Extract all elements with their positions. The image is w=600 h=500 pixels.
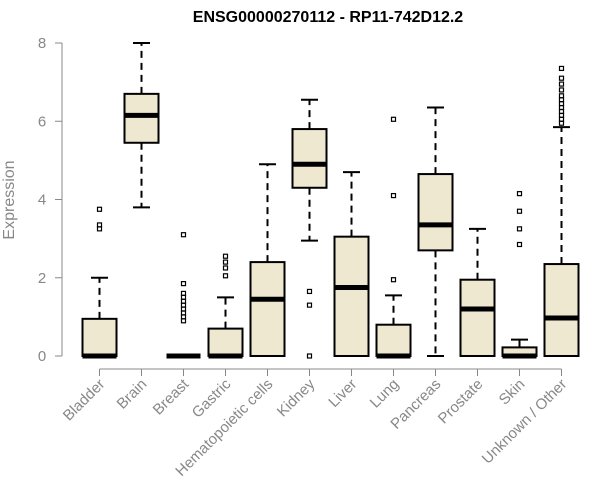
outlier-2-8: [180, 281, 187, 287]
box-rect-4: [249, 261, 286, 358]
box-6: [333, 171, 370, 357]
outlier-0-1: [96, 222, 103, 228]
outlier-10-3: [516, 191, 523, 197]
y-axis: 0 2 4 6 8: [38, 35, 63, 365]
x-tick-label-9: Prostate: [435, 376, 487, 428]
outlier-2-9: [180, 232, 187, 238]
box-rect-7: [375, 323, 412, 358]
outlier-11-9: [558, 81, 565, 87]
x-tick-label-6: Liver: [325, 376, 360, 411]
box-11: [543, 65, 580, 357]
outlier-0-2: [96, 206, 103, 212]
box-rect-8: [417, 173, 454, 252]
box-4: [249, 163, 286, 358]
x-tick-label-7: Lung: [367, 376, 403, 412]
outlier-10-1: [516, 226, 523, 232]
outlier-5-0: [306, 353, 313, 359]
box-7: [375, 116, 412, 359]
x-tick-label-1: Brain: [114, 376, 151, 413]
outlier-2-7: [180, 290, 187, 296]
box-2: [166, 232, 201, 359]
x-tick-label-2: Breast: [150, 375, 193, 418]
outlier-11-11: [558, 65, 565, 72]
y-tick-label-2: 4: [38, 192, 46, 209]
box-1: [123, 42, 160, 209]
box-rect-0: [81, 317, 118, 357]
box-8: [417, 106, 454, 357]
box-rect-5: [291, 128, 328, 189]
y-tick-label-1: 2: [38, 270, 46, 287]
box-0: [81, 206, 118, 359]
y-tick-label-0: 0: [38, 348, 46, 365]
y-tick-label-4: 8: [38, 35, 46, 52]
outlier-7-2: [390, 116, 397, 122]
outlier-11-8: [558, 87, 565, 93]
box-rect-1: [123, 92, 160, 144]
box-rect-11: [543, 263, 580, 357]
box-10: [501, 191, 538, 359]
outlier-7-1: [390, 192, 397, 199]
outlier-3-1: [222, 265, 229, 271]
outlier-10-0: [516, 241, 523, 248]
box-9: [459, 227, 496, 357]
y-tick-label-3: 6: [38, 113, 46, 130]
outlier-3-0: [222, 273, 229, 279]
box-5: [291, 98, 328, 359]
outlier-11-7: [558, 93, 565, 99]
box-rect-9: [459, 278, 496, 357]
boxes-group: [81, 42, 580, 359]
chart-title: ENSG00000270112 - RP11-742D12.2: [193, 9, 464, 26]
y-axis-label: Expression: [1, 160, 18, 239]
x-tick-label-0: Bladder: [60, 376, 109, 425]
outlier-3-2: [222, 259, 229, 265]
outlier-5-2: [306, 288, 313, 295]
box-3: [207, 253, 244, 359]
box-rect-3: [207, 327, 244, 357]
outlier-10-2: [516, 208, 523, 214]
x-tick-label-10: Skin: [496, 376, 529, 409]
x-tick-label-5: Kidney: [274, 375, 319, 420]
box-rect-6: [333, 235, 370, 357]
outlier-5-1: [306, 302, 313, 308]
outlier-7-0: [390, 277, 397, 283]
outlier-3-3: [222, 253, 229, 259]
outlier-11-10: [558, 75, 565, 81]
